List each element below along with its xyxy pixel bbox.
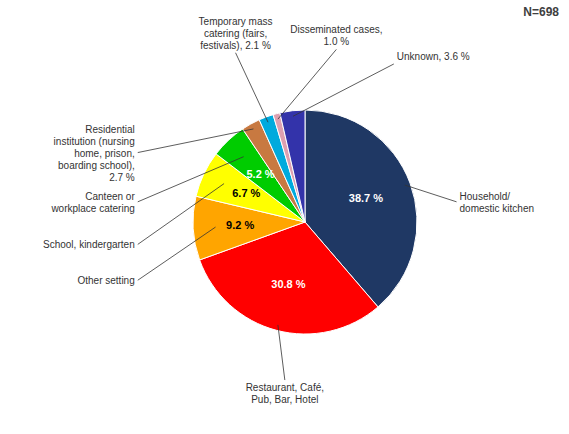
leader-lines — [138, 49, 457, 380]
label-line: catering (fairs, — [204, 28, 267, 39]
data-label: 38.7 % — [349, 192, 383, 204]
data-label: 30.8 % — [271, 278, 305, 290]
label-line: Residential — [85, 124, 134, 135]
label-line: boarding school), — [58, 160, 135, 171]
leader-line — [138, 227, 216, 280]
label-line: festivals), 2.1 % — [200, 40, 271, 51]
category-label: School, kindergarten — [43, 239, 135, 250]
label-line: home, prison, — [74, 148, 135, 159]
leader-line — [138, 157, 244, 202]
category-label: Canteen orworkplace catering — [50, 191, 135, 214]
label-line: Household/ — [460, 191, 511, 202]
leader-line — [405, 185, 457, 202]
category-label: Unknown, 3.6 % — [397, 51, 470, 62]
annotation: N=698 — [523, 5, 559, 19]
chart: 38.7 % 30.8 % 9.2 % 6.7 % 5.2 % Household/dom… — [0, 0, 569, 434]
label-line: Other setting — [77, 275, 134, 286]
category-label: Residentialinstitution (nursinghome, pri… — [54, 124, 135, 183]
data-label: 6.7 % — [232, 187, 260, 199]
category-label: Temporary masscatering (fairs,festivals)… — [199, 16, 273, 51]
leader-line — [138, 184, 224, 245]
label-line: 2.7 % — [109, 172, 135, 183]
label-line: 1.0 % — [324, 36, 350, 47]
category-label: Other setting — [77, 275, 134, 286]
category-label: Disseminated cases,1.0 % — [290, 24, 382, 47]
label-line: Canteen or — [85, 191, 135, 202]
labels: 38.7 % 30.8 % 9.2 % 6.7 % 5.2 % Household/dom… — [43, 16, 534, 405]
label-line: workplace catering — [50, 203, 134, 214]
label-line: Disseminated cases, — [290, 24, 382, 35]
label-line: Pub, Bar, Hotel — [251, 394, 318, 405]
leader-line — [236, 53, 268, 122]
label-line: Temporary mass — [199, 16, 273, 27]
label-line: School, kindergarten — [43, 239, 135, 250]
category-label: Restaurant, Café,Pub, Bar, Hotel — [246, 382, 324, 405]
pie — [193, 110, 417, 334]
label-line: domestic kitchen — [460, 203, 534, 214]
data-label: 9.2 % — [226, 219, 254, 231]
data-label: 5.2 % — [246, 168, 274, 180]
label-line: Restaurant, Café, — [246, 382, 324, 393]
leader-line — [293, 64, 394, 116]
leader-line — [278, 325, 285, 380]
label-line: institution (nursing — [54, 136, 135, 147]
category-label: Household/domestic kitchen — [460, 191, 534, 214]
leader-line — [138, 129, 254, 153]
pie-slice — [280, 110, 305, 222]
label-line: Unknown, 3.6 % — [397, 51, 470, 62]
